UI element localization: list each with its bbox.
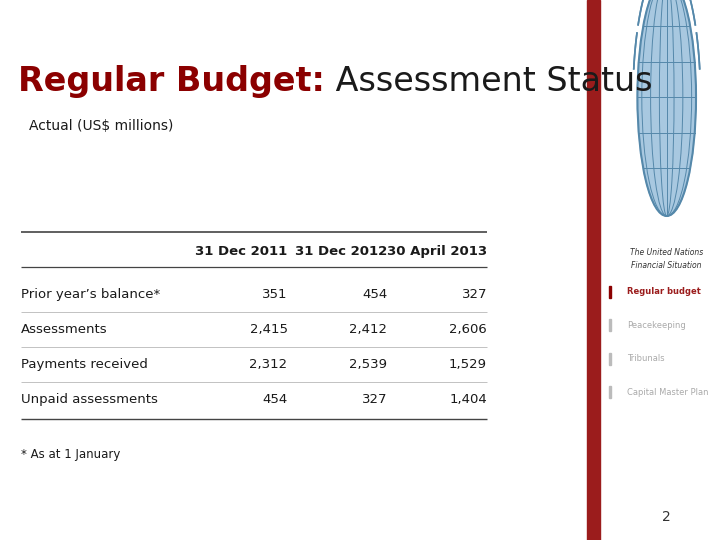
Text: 2,412: 2,412 (349, 323, 387, 336)
Text: Capital Master Plan: Capital Master Plan (626, 388, 708, 396)
Text: 2,415: 2,415 (250, 323, 287, 336)
Text: Regular budget: Regular budget (626, 287, 701, 296)
Text: 30 April 2013: 30 April 2013 (387, 245, 487, 258)
Text: 2: 2 (662, 510, 671, 524)
Text: 1,529: 1,529 (449, 358, 487, 371)
Text: The United Nations
Financial Situation: The United Nations Financial Situation (630, 248, 703, 270)
Text: Regular Budget:: Regular Budget: (18, 65, 325, 98)
Text: Tribunals: Tribunals (626, 354, 665, 363)
Text: Assessments: Assessments (21, 323, 107, 336)
Text: 351: 351 (262, 288, 287, 301)
Text: Actual (US$ millions): Actual (US$ millions) (29, 119, 174, 133)
Text: * As at 1 January: * As at 1 January (21, 448, 120, 461)
Bar (609, 286, 611, 298)
Text: 31 Dec 2011: 31 Dec 2011 (195, 245, 287, 258)
Text: Peacekeeping: Peacekeeping (626, 321, 685, 329)
Circle shape (637, 0, 696, 216)
Text: 2,539: 2,539 (349, 358, 387, 371)
Text: Unpaid assessments: Unpaid assessments (21, 393, 158, 406)
Text: Assessment Status: Assessment Status (325, 65, 652, 98)
Bar (609, 353, 611, 364)
Text: 31 Dec 2012: 31 Dec 2012 (295, 245, 387, 258)
Text: 454: 454 (362, 288, 387, 301)
Text: 1,404: 1,404 (449, 393, 487, 406)
Text: 327: 327 (361, 393, 387, 406)
Bar (609, 319, 611, 331)
Text: 327: 327 (462, 288, 487, 301)
Bar (587, 0, 600, 540)
Text: Prior year’s balance*: Prior year’s balance* (21, 288, 160, 301)
Bar (609, 386, 611, 398)
Text: 454: 454 (262, 393, 287, 406)
Text: Payments received: Payments received (21, 358, 148, 371)
Text: 2,312: 2,312 (249, 358, 287, 371)
Text: 2,606: 2,606 (449, 323, 487, 336)
